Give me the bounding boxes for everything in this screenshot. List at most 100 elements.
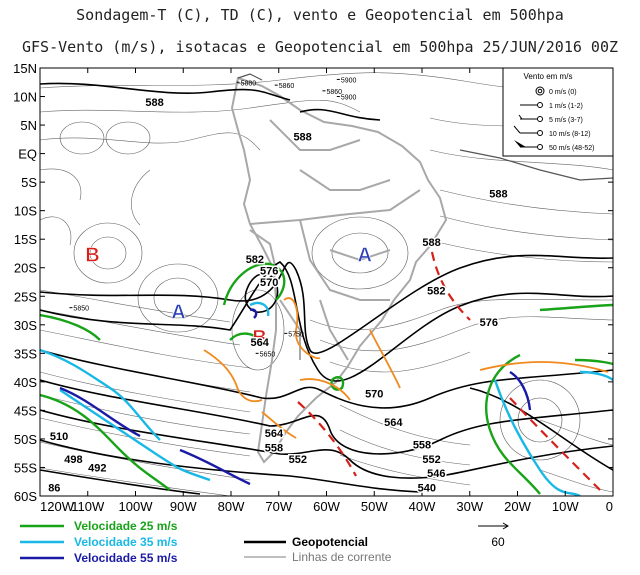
wind-legend-entry: 10 m/s (8-12) bbox=[549, 131, 591, 138]
lon-label: 90W bbox=[170, 499, 197, 514]
wind-legend-entry: 1 m/s (1-2) bbox=[549, 103, 583, 110]
station-label: 5900 bbox=[341, 95, 357, 102]
contour-label: 552 bbox=[422, 454, 440, 466]
wind-legend: Vento em m/s 0 m/s (0) 1 m/s (1-2) 5 m/s (… bbox=[502, 67, 614, 157]
lat-label: 40S bbox=[14, 375, 37, 390]
scale-vector-label: 60 bbox=[491, 535, 505, 549]
continent-outlines bbox=[230, 76, 448, 464]
lon-label: 80W bbox=[218, 499, 245, 514]
wind-barb-symbol bbox=[537, 130, 543, 136]
high-pressure-label: A bbox=[171, 302, 185, 324]
lat-label: 30S bbox=[14, 318, 37, 333]
lat-label: 20S bbox=[14, 261, 37, 276]
lat-label: 50S bbox=[14, 432, 37, 447]
contour-label: 558 bbox=[265, 442, 283, 454]
lon-label: 120W bbox=[40, 499, 75, 514]
lon-label: 30W bbox=[456, 499, 483, 514]
lat-label: 15N bbox=[13, 61, 37, 76]
wind-barb-half bbox=[518, 114, 523, 120]
station-label: 5860 bbox=[327, 89, 343, 96]
contour-label: 588 bbox=[489, 189, 507, 201]
station-label: 5900 bbox=[341, 77, 357, 84]
trough-axes bbox=[297, 251, 601, 491]
wind-barb-symbol bbox=[537, 144, 543, 150]
calm-wind-symbol bbox=[535, 86, 545, 96]
contour-label: 582 bbox=[427, 286, 445, 298]
contour-label: 510 bbox=[50, 431, 68, 443]
lat-label: 60S bbox=[14, 489, 37, 504]
lon-label: 0 bbox=[606, 499, 613, 514]
contour-label: 540 bbox=[418, 482, 436, 494]
lat-label: 5N bbox=[20, 118, 37, 133]
lon-label: 110W bbox=[71, 499, 105, 514]
contour-label: 552 bbox=[289, 454, 307, 466]
lon-label: 40W bbox=[409, 499, 436, 514]
station-label: 5750 bbox=[288, 331, 304, 338]
latitude-axis: 15N 10N 5N EQ 5S 10S 15S 20S 25S 30S 35S 40S 45S 50S 5… bbox=[13, 61, 613, 504]
legend-isotach-35: Velocidade 35 m/s bbox=[74, 535, 178, 549]
title-line-1: Sondagem-T (C), TD (C), vento e Geopoten… bbox=[76, 6, 564, 24]
lon-label: 50W bbox=[361, 499, 388, 514]
lon-label: 100W bbox=[119, 499, 154, 514]
lon-label: 70W bbox=[265, 499, 292, 514]
lat-label: 35S bbox=[14, 346, 37, 361]
isotach-35 bbox=[40, 301, 613, 496]
wind-barb-symbol bbox=[537, 116, 543, 122]
lon-label: 20W bbox=[504, 499, 531, 514]
station-label: 5860 bbox=[279, 83, 295, 90]
lat-label: 5S bbox=[21, 175, 37, 190]
contour-label: 570 bbox=[260, 277, 278, 289]
contour-label: 564 bbox=[384, 417, 403, 429]
lat-label: 10S bbox=[14, 204, 37, 219]
low-pressure-label: B bbox=[85, 244, 99, 266]
isotach-55 bbox=[59, 308, 532, 486]
contour-label: 498 bbox=[64, 454, 82, 466]
lat-label: EQ bbox=[18, 147, 37, 162]
contour-label: 588 bbox=[145, 97, 163, 109]
lat-label: 25S bbox=[14, 289, 37, 304]
lat-label: 10N bbox=[13, 90, 37, 105]
contour-label: 588 bbox=[422, 237, 440, 249]
geopotential-contours bbox=[40, 82, 613, 495]
jet-axis bbox=[203, 297, 609, 439]
contour-label: 582 bbox=[246, 254, 264, 266]
lat-label: 45S bbox=[14, 403, 37, 418]
lat-label: 55S bbox=[14, 460, 37, 475]
contour-label: 576 bbox=[480, 317, 498, 329]
continent-bold-coast bbox=[237, 73, 613, 181]
contour-label: 564 bbox=[265, 428, 284, 440]
contour-label: 564 bbox=[250, 337, 269, 349]
station-label: 5650 bbox=[260, 351, 276, 358]
legend-isotach-25: Velocidade 25 m/s bbox=[74, 519, 178, 533]
contour-label: 558 bbox=[413, 440, 431, 452]
high-pressure-label: A bbox=[357, 244, 371, 266]
wind-legend-entry: 5 m/s (3-7) bbox=[549, 117, 583, 124]
calm-wind-symbol bbox=[537, 88, 543, 94]
legend-isotach-55: Velocidade 55 m/s bbox=[74, 551, 178, 565]
title-line-2: GFS-Vento (m/s), isotacas e Geopotencial… bbox=[21, 38, 619, 56]
station-label: 5850 bbox=[73, 306, 89, 313]
legend-linhas-de-corrente: Linhas de corrente bbox=[292, 550, 392, 564]
contour-label: 546 bbox=[427, 468, 445, 480]
legend-geopotencial: Geopotencial bbox=[292, 535, 369, 549]
low-pressure-label: B bbox=[252, 327, 266, 349]
wind-barb-pennant bbox=[514, 140, 526, 147]
pressure-centers: B A B A bbox=[85, 244, 372, 349]
wind-legend-title: Vento em m/s bbox=[524, 72, 573, 81]
contour-label: 576 bbox=[260, 266, 278, 278]
lon-label: 10W bbox=[552, 499, 579, 514]
wind-barb-full bbox=[513, 125, 521, 134]
wind-legend-entry: 50 m/s (48-52) bbox=[549, 145, 595, 152]
contour-labels: 5885885885885825765705825765645705645645… bbox=[47, 96, 509, 496]
contour-label: 492 bbox=[88, 462, 106, 474]
wind-barb-symbol bbox=[537, 102, 543, 108]
contour-label: 588 bbox=[293, 131, 311, 143]
contour-label: 570 bbox=[365, 388, 383, 400]
wind-legend-entry: 0 m/s (0) bbox=[549, 89, 577, 96]
station-label: 5880 bbox=[241, 80, 257, 87]
scale-vector: 60 bbox=[478, 522, 509, 549]
